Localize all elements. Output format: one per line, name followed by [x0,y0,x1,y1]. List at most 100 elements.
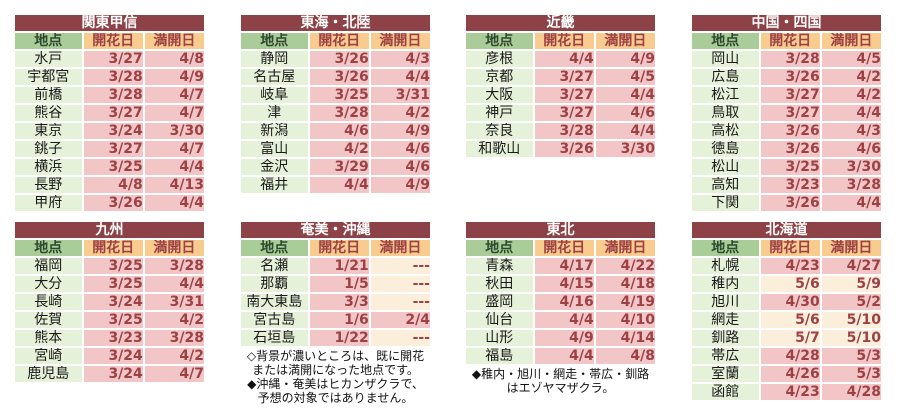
location-cell: 宮崎 [15,348,82,364]
bloom-date-cell: 4/28 [760,348,820,364]
bloom-date-cell: 3/27 [534,105,594,121]
forecast-table: 北海道 地点 開花日 満開日 札幌 4/23 4/27 稚内 5/6 5/9 旭川 4/30 5… [690,220,883,402]
region-title: 中国・四国 [692,15,881,31]
table-row: 宮古島 1/6 2/4 [241,312,430,328]
full-bloom-date-cell: --- [370,276,430,292]
location-cell: 高松 [692,123,759,139]
full-bloom-date-cell: 4/8 [595,348,655,364]
full-bloom-date-cell: 3/30 [144,123,204,139]
legend-note-tohoku: ◆稚内・旭川・網走・帯広・釧路 はエゾヤマザクラ。 [464,367,657,395]
column-header-fullbloom: 満開日 [821,33,881,49]
location-cell: 札幌 [692,258,759,274]
column-header-bloom: 開花日 [534,33,594,49]
column-header-fullbloom: 満開日 [595,240,655,256]
column-header-location: 地点 [466,33,533,49]
full-bloom-date-cell: 4/9 [144,69,204,85]
table-row: 神戸 3/27 4/6 [466,105,655,121]
location-cell: 熊本 [15,330,82,346]
table-row: 山形 4/9 4/14 [466,330,655,346]
column-header-fullbloom: 満開日 [144,33,204,49]
table-row: 高知 3/23 3/28 [692,177,881,193]
bloom-date-cell: 3/28 [83,69,143,85]
location-cell: 鳥取 [692,105,759,121]
bloom-date-cell: 4/8 [83,177,143,193]
column-header-bloom: 開花日 [534,240,594,256]
region-table-tohoku: 東北 地点 開花日 満開日 青森 4/17 4/22 秋田 4/15 4/18 盛岡 4/16… [464,220,657,395]
region-title: 奄美・沖縄 [241,222,430,238]
full-bloom-date-cell: 4/2 [370,105,430,121]
column-header-location: 地点 [241,240,308,256]
forecast-table: 九州 地点 開花日 満開日 福岡 3/25 3/28 大分 3/25 4/4 長崎 3/24 3… [13,220,206,384]
bloom-date-cell: 3/28 [760,51,820,67]
bloom-date-cell: 3/27 [760,87,820,103]
location-cell: 彦根 [466,51,533,67]
bloom-date-cell: 5/6 [760,276,820,292]
table-row: 石垣島 1/22 --- [241,330,430,346]
location-cell: 松山 [692,159,759,175]
table-row: 京都 3/27 4/5 [466,69,655,85]
full-bloom-date-cell: 5/10 [821,312,881,328]
region-table-amami-okinawa: 奄美・沖縄 地点 開花日 満開日 名瀬 1/21 --- 那覇 1/5 --- 南大東島 3/… [239,220,432,405]
table-row: 佐賀 3/25 4/2 [15,312,204,328]
location-cell: 水戸 [15,51,82,67]
column-header-fullbloom: 満開日 [370,33,430,49]
bloom-date-cell: 3/24 [83,294,143,310]
full-bloom-date-cell: 4/7 [144,366,204,382]
location-cell: 大分 [15,276,82,292]
location-cell: 名古屋 [241,69,308,85]
full-bloom-date-cell: 5/3 [821,348,881,364]
full-bloom-date-cell: 4/4 [144,159,204,175]
table-row: 秋田 4/15 4/18 [466,276,655,292]
bloom-date-cell: 3/25 [760,159,820,175]
full-bloom-date-cell: 3/31 [370,87,430,103]
location-cell: 前橋 [15,87,82,103]
full-bloom-date-cell: 4/4 [821,195,881,211]
forecast-table: 奄美・沖縄 地点 開花日 満開日 名瀬 1/21 --- 那覇 1/5 --- 南大東島 3/… [239,220,432,348]
location-cell: 松江 [692,87,759,103]
bloom-date-cell: 3/25 [83,159,143,175]
location-cell: 宮古島 [241,312,308,328]
bloom-date-cell: 3/27 [83,51,143,67]
bloom-date-cell: 4/26 [760,366,820,382]
full-bloom-date-cell: 3/28 [144,330,204,346]
location-cell: 稚内 [692,276,759,292]
table-row: 広島 3/26 4/2 [692,69,881,85]
bloom-date-cell: 3/23 [760,177,820,193]
full-bloom-date-cell: 4/10 [595,312,655,328]
table-row: 鳥取 3/27 4/4 [692,105,881,121]
full-bloom-date-cell: --- [370,258,430,274]
full-bloom-date-cell: 4/2 [821,69,881,85]
bloom-date-cell: 4/2 [309,141,369,157]
full-bloom-date-cell: 4/3 [821,123,881,139]
column-header-bloom: 開花日 [83,240,143,256]
full-bloom-date-cell: 4/9 [370,177,430,193]
table-row: 津 3/28 4/2 [241,105,430,121]
location-cell: 広島 [692,69,759,85]
full-bloom-date-cell: 4/2 [144,312,204,328]
region-title: 近畿 [466,15,655,31]
bloom-date-cell: 3/28 [534,123,594,139]
location-cell: 石垣島 [241,330,308,346]
location-cell: 南大東島 [241,294,308,310]
note-line: はエゾヤマザクラ。 [506,381,615,395]
table-row: 宮崎 3/24 4/2 [15,348,204,364]
bloom-date-cell: 4/23 [760,384,820,400]
bloom-date-cell: 3/23 [83,330,143,346]
region-table-tokai-hokuriku: 東海・北陸 地点 開花日 満開日 静岡 3/26 4/3 名古屋 3/26 4/4 岐阜 3/… [239,13,432,195]
table-row: 網走 5/6 5/10 [692,312,881,328]
full-bloom-date-cell: 4/6 [370,159,430,175]
bloom-date-cell: 3/26 [83,195,143,211]
location-cell: 佐賀 [15,312,82,328]
location-cell: 宇都宮 [15,69,82,85]
location-cell: 奈良 [466,123,533,139]
location-cell: 岐阜 [241,87,308,103]
table-row: 大阪 3/27 4/4 [466,87,655,103]
full-bloom-date-cell: 4/7 [144,105,204,121]
table-row: 岐阜 3/25 3/31 [241,87,430,103]
location-cell: 銚子 [15,141,82,157]
bloom-date-cell: 3/24 [83,366,143,382]
full-bloom-date-cell: 4/4 [595,87,655,103]
column-header-bloom: 開花日 [309,33,369,49]
full-bloom-date-cell: 4/4 [144,195,204,211]
note-line: ◆稚内・旭川・網走・帯広・釧路 [471,367,650,381]
